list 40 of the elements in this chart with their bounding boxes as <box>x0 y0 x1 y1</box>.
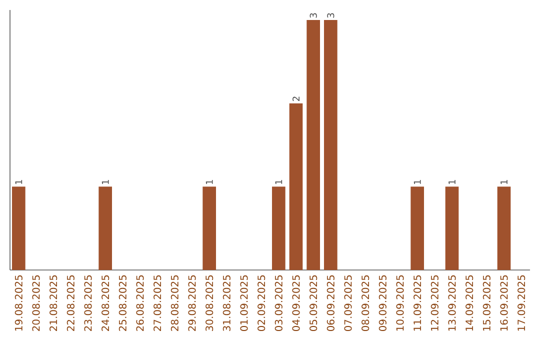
x-tick-label: 02.09.2025 <box>258 275 266 332</box>
x-tick-label: 19.08.2025 <box>14 275 22 331</box>
x-tick-label: 12.09.2025 <box>430 275 438 331</box>
x-tick-label: 08.09.2025 <box>362 275 370 332</box>
x-tick-label: 05.09.2025 <box>310 275 318 332</box>
x-tick-label: 31.08.2025 <box>222 275 230 331</box>
x-tick-label: 15.09.2025 <box>482 275 490 331</box>
x-tick-label: 10.09.2025 <box>396 275 404 331</box>
data-label: 1 <box>448 180 456 184</box>
x-tick-label: 27.08.2025 <box>154 275 162 331</box>
x-tick-label: 06.09.2025 <box>326 275 334 332</box>
data-label: 1 <box>206 180 213 184</box>
x-tick-label: 22.08.2025 <box>66 275 74 331</box>
x-tick-label: 21.08.2025 <box>50 275 58 331</box>
x-tick-label: 26.08.2025 <box>136 275 144 331</box>
x-tick-label: 25.08.2025 <box>118 275 126 331</box>
x-tick-label: 24.08.2025 <box>102 275 110 331</box>
data-label: 3 <box>310 13 317 18</box>
x-tick-label: 14.09.2025 <box>466 275 474 331</box>
data-label: 1 <box>15 180 22 184</box>
x-tick-label: 30.08.2025 <box>206 275 214 331</box>
x-tick-label: 28.08.2025 <box>170 275 178 331</box>
x-tick-label: 07.09.2025 <box>344 275 352 332</box>
data-label: 3 <box>327 13 334 18</box>
data-label: 1 <box>275 180 282 184</box>
x-tick-label: 17.09.2025 <box>518 275 526 331</box>
x-tick-label: 04.09.2025 <box>292 275 300 332</box>
x-tick-label: 16.09.2025 <box>500 275 508 331</box>
x-tick-label: 01.09.2025 <box>240 275 248 332</box>
x-tick-label: 23.08.2025 <box>84 275 92 331</box>
data-label: 1 <box>414 180 421 184</box>
x-tick-label: 09.09.2025 <box>378 275 386 332</box>
data-label: 1 <box>102 180 109 184</box>
x-tick-label: 11.09.2025 <box>414 275 422 331</box>
x-tick-label: 20.08.2025 <box>32 275 40 331</box>
data-label: 2 <box>292 96 300 102</box>
x-tick-label: 29.08.2025 <box>188 275 196 331</box>
x-tick-label: 03.09.2025 <box>274 275 282 332</box>
x-tick-label: 13.09.2025 <box>448 275 456 331</box>
data-label: 1 <box>500 180 508 184</box>
